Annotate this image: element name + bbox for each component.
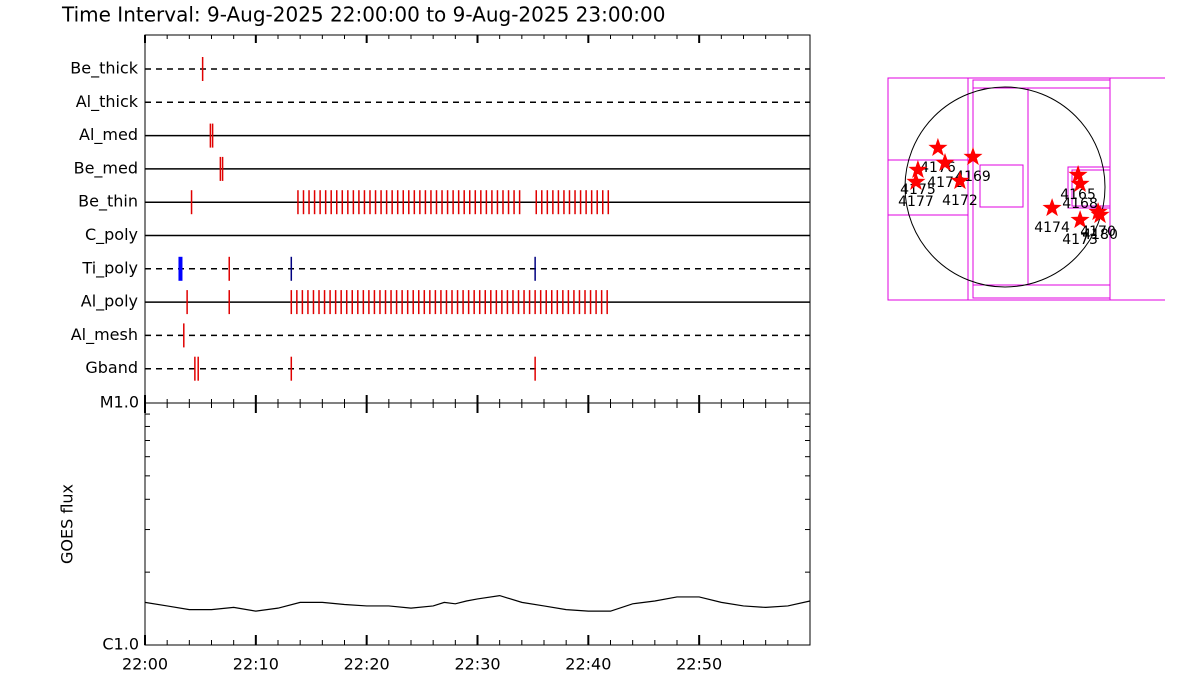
region-star — [908, 159, 928, 178]
region-star — [1090, 205, 1110, 224]
x-tick-label: 22:50 — [676, 655, 722, 674]
fov-boxes — [887, 77, 1165, 301]
region-star — [1070, 210, 1090, 229]
row-label: Al_mesh — [71, 325, 138, 345]
region-label: 4175 — [900, 182, 936, 198]
region-star — [963, 147, 983, 166]
y-tick-label: M1.0 — [100, 393, 139, 412]
region-label: 4168 — [1062, 196, 1098, 212]
x-tick-label: 22:20 — [344, 655, 390, 674]
row-label: C_poly — [85, 225, 138, 245]
fov-box — [1071, 169, 1111, 207]
region-star — [1042, 198, 1062, 217]
x-tick-label: 22:10 — [233, 655, 279, 674]
row-label: Gband — [85, 358, 138, 377]
region-label: 4172 — [942, 193, 978, 209]
y-tick-label: C1.0 — [102, 635, 139, 654]
timeline-frame — [144, 34, 811, 404]
solar-limb — [904, 86, 1106, 288]
region-star — [928, 137, 948, 156]
row-label: Ti_poly — [81, 258, 138, 278]
chart-title: Time Interval: 9-Aug-2025 22:00:00 to 9-… — [61, 3, 666, 27]
region-star — [1070, 173, 1090, 192]
region-label: 4174 — [1034, 220, 1070, 236]
region-star — [906, 171, 926, 190]
region-star — [1068, 165, 1088, 184]
x-tick-label: 22:30 — [454, 655, 500, 674]
row-label: Al_med — [79, 125, 138, 145]
x-tick-label: 22:40 — [565, 655, 611, 674]
region-label: 4170 — [1080, 224, 1116, 240]
region-star — [950, 171, 970, 190]
y-axis-label: GOES flux — [58, 484, 77, 564]
row-label: Al_poly — [81, 292, 138, 312]
region-star — [935, 153, 955, 172]
region-label: 4173 — [1062, 232, 1098, 248]
row-label: Al_thick — [76, 92, 139, 112]
fov-box — [979, 164, 1024, 208]
region-label: 4180 — [1082, 227, 1118, 243]
x-tick-label: 22:00 — [122, 655, 168, 674]
row-label: Be_thick — [70, 59, 138, 79]
region-label: 4165 — [1060, 187, 1096, 203]
region-label: 4177 — [898, 194, 934, 210]
row-label: Be_thin — [78, 192, 138, 212]
goes-curve — [144, 594, 811, 612]
row-label: Be_med — [74, 158, 138, 178]
